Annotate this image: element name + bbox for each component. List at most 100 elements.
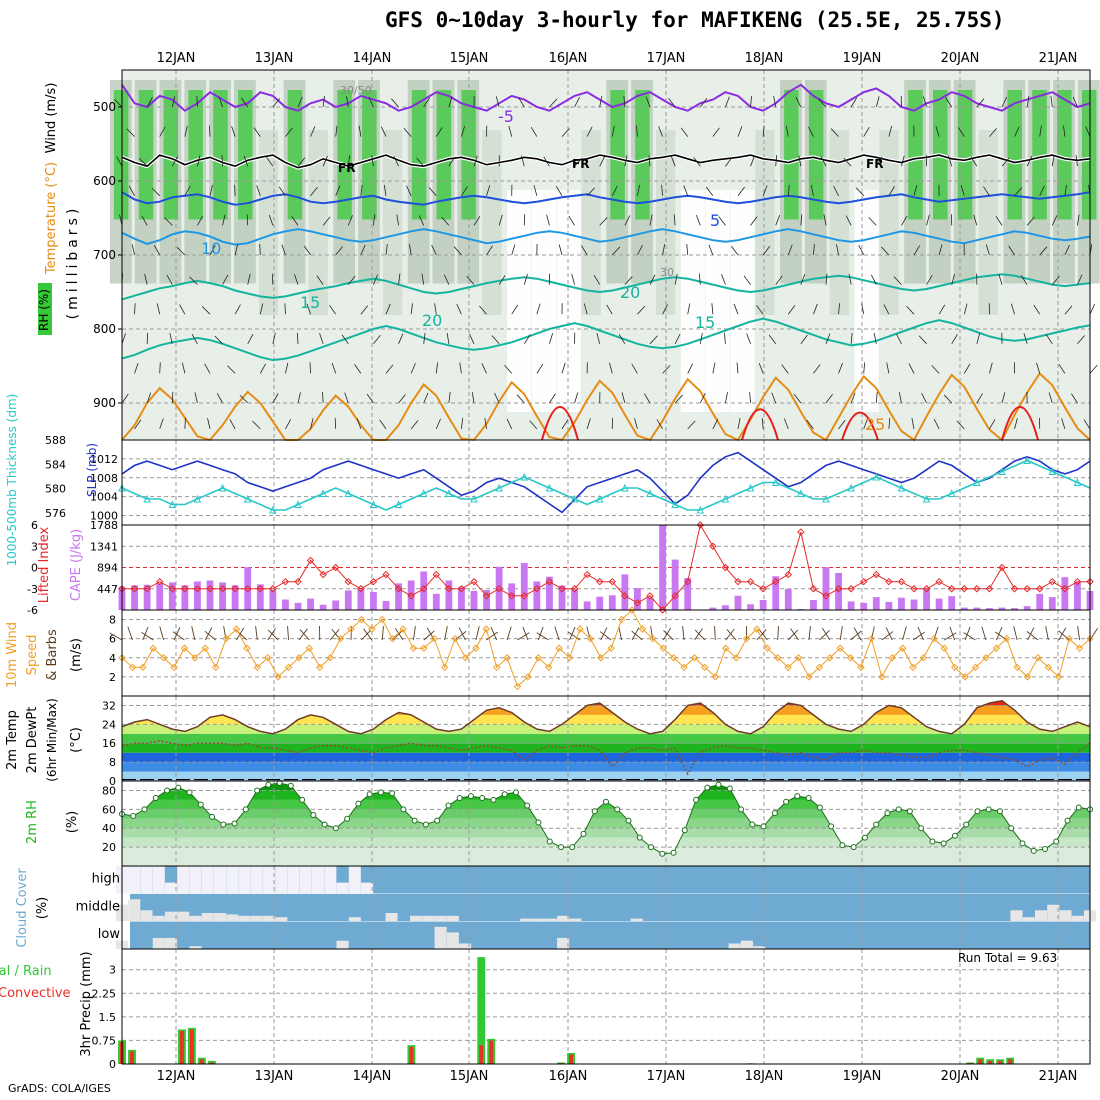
cloud-cell-high: [287, 866, 300, 894]
wind-speed-marker: [805, 673, 813, 681]
upper-wind-barb: [896, 333, 902, 344]
wind-speed-marker: [316, 663, 324, 672]
rh-shade-green: [362, 90, 377, 220]
upper-wind-barb: [737, 186, 745, 197]
label-25: 25: [865, 415, 885, 434]
wind-speed-marker: [617, 615, 626, 624]
upper-wind-barb: [825, 273, 828, 285]
thickness-marker: [143, 494, 151, 503]
lifted-index-marker: [319, 570, 327, 579]
upper-wind-barb: [875, 96, 880, 108]
label-15: 15: [695, 313, 715, 332]
wind-barb: [870, 626, 875, 641]
wind-speed-marker: [461, 654, 470, 662]
wind-speed-marker: [659, 644, 667, 652]
cloud-cell-middle: [152, 915, 165, 922]
precip-frame: [121, 948, 1091, 1065]
wind-barb: [694, 629, 706, 641]
wind-speed-marker: [253, 663, 262, 672]
cloud-cell-high: [312, 866, 325, 894]
cape-bar: [282, 599, 289, 610]
upper-wind-barb: [368, 96, 374, 108]
cape-bar: [181, 585, 189, 610]
rh-dry-column: [556, 190, 581, 412]
upper-wind-barb: [951, 334, 958, 345]
upper-wind-barb: [423, 392, 429, 404]
wind-barb: [1027, 627, 1035, 641]
lifted-index-marker: [633, 599, 642, 607]
rh-marker: [636, 834, 643, 841]
upper-wind-barb: [861, 303, 865, 315]
upper-wind-barb: [1051, 155, 1055, 167]
upper-wind-barb: [863, 418, 869, 430]
cloud-cell-high: [140, 866, 153, 894]
rh-shade-green: [610, 90, 625, 220]
label-10: 10: [201, 239, 221, 258]
cape-bar: [923, 589, 930, 610]
upper-wind-barb: [756, 305, 764, 315]
cape-bar: [168, 582, 176, 610]
rh-marker: [456, 795, 463, 801]
cloud-cell-low: [446, 932, 459, 949]
rh-marker: [996, 808, 1003, 815]
upper-wind-barb: [1051, 215, 1058, 226]
lifted-index-marker: [822, 592, 830, 600]
cloud-level-label: low: [98, 927, 121, 942]
thickness-marker: [394, 500, 403, 508]
upper-wind-barb: [712, 418, 719, 430]
upper-wind-barb: [494, 392, 500, 404]
rh2m-unit: (%): [65, 811, 80, 834]
upper-wind-barb: [253, 127, 261, 137]
upper-wind-barb: [645, 96, 651, 108]
upper-wind-barb: [921, 393, 927, 404]
upper-wind-barb: [945, 97, 953, 108]
lifted-index-marker: [1010, 585, 1019, 593]
rh-marker: [963, 821, 970, 828]
upper-wind-barb: [989, 362, 993, 374]
wind-speed-marker: [846, 654, 855, 662]
lifted-index-marker: [860, 577, 868, 586]
upper-wind-barb: [549, 333, 554, 344]
upper-ytick-label: 500: [93, 100, 116, 114]
upper-wind-barb: [533, 185, 538, 196]
upper-wind-barb: [793, 393, 802, 404]
upper-wind-barb: [875, 392, 878, 404]
upper-wind-barb: [888, 186, 895, 197]
rh-marker: [242, 806, 249, 813]
temp-line: [121, 699, 1091, 735]
wind-speed-marker: [347, 625, 355, 633]
temp-ylabel-unit: (°C): [69, 727, 84, 753]
precip-tick-label: 3: [109, 964, 116, 977]
wind-speed-marker: [919, 654, 928, 662]
upper-wind-barb: [207, 418, 211, 429]
upper-wind-barb: [561, 128, 570, 137]
rh-shade-light: [829, 130, 850, 315]
thickness-marker: [470, 494, 478, 503]
lifted-index-marker: [1048, 577, 1056, 586]
upper-wind-barb: [159, 418, 164, 430]
rh-shade-green: [908, 90, 923, 220]
upper-wind-barb: [347, 275, 356, 285]
upper-ytick-label: 600: [93, 174, 116, 188]
rh-marker: [1064, 817, 1071, 824]
cloud-cell-middle: [520, 918, 533, 922]
upper-wind-barb: [259, 303, 264, 315]
upper-wind-barb: [933, 418, 940, 430]
upper-wind-barb: [461, 125, 466, 137]
li-tick-label: 0: [31, 562, 38, 575]
upper-wind-barb: [418, 215, 425, 226]
upper-wind-barb: [833, 185, 839, 196]
temp-contour-5: [121, 191, 1091, 206]
cloud-cell-low: [152, 937, 165, 949]
upper-wind-barb: [159, 362, 161, 374]
thickness-marker: [897, 483, 906, 492]
top-day-label: 15JAN: [450, 51, 489, 66]
upper-wind-barb: [216, 393, 223, 404]
cape-bar: [143, 584, 151, 610]
thickness-marker: [419, 489, 428, 497]
upper-wind-barb: [435, 362, 439, 374]
upper-wind-barb: [504, 364, 513, 374]
rh-marker: [749, 821, 756, 828]
rh-marker: [164, 787, 171, 794]
rh-shade-green: [1007, 90, 1022, 220]
